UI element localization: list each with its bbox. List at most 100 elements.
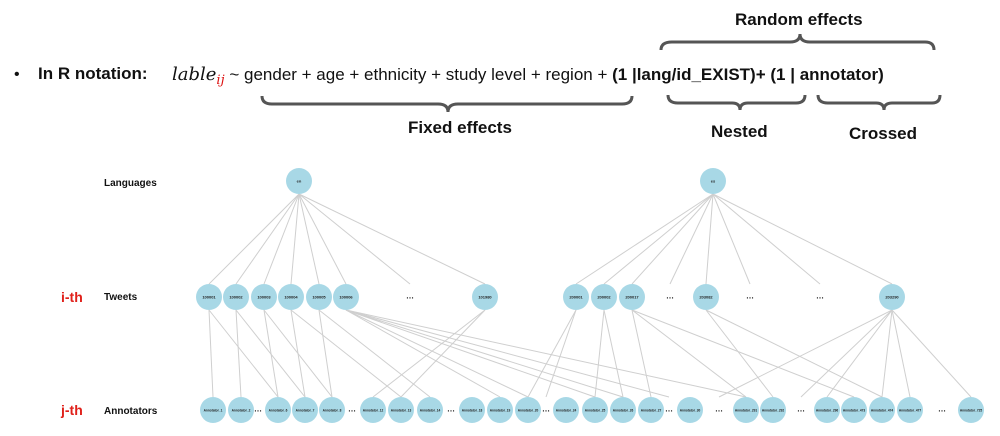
annotator-node-label: Annotator_14 bbox=[420, 409, 441, 413]
tweet-node-circle bbox=[693, 284, 719, 310]
tweet-node-label: 203290 bbox=[885, 295, 899, 300]
formula-crossed-term: (1 | annotator) bbox=[770, 65, 884, 84]
edge-tweet-annotator bbox=[891, 309, 972, 398]
annotator-ellipsis-label: … bbox=[715, 405, 723, 414]
tweet-node: 200017 bbox=[619, 284, 645, 310]
edge-language-tweet bbox=[603, 193, 714, 285]
annotator-node: Annotator_8 bbox=[319, 397, 345, 423]
crossed-label: Crossed bbox=[849, 124, 918, 143]
annotator-node: Annotator_296 bbox=[814, 397, 840, 423]
edge-language-tweet bbox=[712, 193, 893, 285]
formula: lableij ~ gender + age + ethnicity + stu… bbox=[172, 64, 884, 88]
tweet-node: 100003 bbox=[251, 284, 277, 310]
annotator-node: Annotator_291 bbox=[733, 397, 759, 423]
annotator-node-circle bbox=[610, 397, 636, 423]
annotator-ellipsis-label: … bbox=[254, 405, 262, 414]
edge-language-tweet bbox=[631, 193, 714, 285]
annotator-node: Annotator_292 bbox=[760, 397, 786, 423]
annotator-ellipsis: … bbox=[665, 405, 673, 414]
tweet-node-label: 200002 bbox=[597, 295, 611, 300]
annotator-node-label: Annotator_20 bbox=[518, 409, 539, 413]
random-effects-brace bbox=[659, 33, 936, 51]
nested-brace bbox=[666, 94, 807, 111]
tweet-node-circle bbox=[591, 284, 617, 310]
annotator-node-label: Annotator_477 bbox=[899, 409, 922, 413]
edge-tweet-annotator bbox=[263, 309, 279, 398]
annotator-node-circle bbox=[814, 397, 840, 423]
edge-tweet-annotator bbox=[345, 309, 624, 398]
annotator-node: Annotator_473 bbox=[841, 397, 867, 423]
annotator-node-label: Annotator_12 bbox=[363, 409, 384, 413]
annotator-node: Annotator_18 bbox=[459, 397, 485, 423]
edge-tweet-annotator bbox=[318, 309, 333, 398]
tweet-ellipsis: … bbox=[816, 292, 824, 301]
tweet-node-circle bbox=[196, 284, 222, 310]
fixed-effects-label: Fixed effects bbox=[408, 118, 512, 137]
annotator-node-label: Annotator_13 bbox=[391, 409, 412, 413]
annotator-node-label: Annotator_27 bbox=[641, 409, 662, 413]
annotator-ellipsis-label: … bbox=[938, 405, 946, 414]
tweet-node-label: 100004 bbox=[284, 295, 298, 300]
annotator-node-circle bbox=[459, 397, 485, 423]
annotator-node-label: Annotator_18 bbox=[462, 409, 483, 413]
language-node-circle bbox=[286, 168, 312, 194]
edge-tweet-annotator bbox=[290, 309, 306, 398]
annotator-node-circle bbox=[677, 397, 703, 423]
edge-tweet-annotator bbox=[718, 309, 893, 398]
annotator-node-label: Annotator_2 bbox=[232, 409, 251, 413]
edge-tweet-annotator bbox=[594, 309, 605, 398]
annotator-node: Annotator_25 bbox=[582, 397, 608, 423]
annotator-node-circle bbox=[553, 397, 579, 423]
annotator-node-circle bbox=[417, 397, 443, 423]
row-index-j: j-th bbox=[61, 402, 83, 418]
edge-tweet-annotator bbox=[705, 309, 774, 398]
annotator-node-label: Annotator_6 bbox=[269, 409, 288, 413]
crossed-brace bbox=[816, 94, 942, 111]
annotator-node-circle bbox=[869, 397, 895, 423]
edge-tweet-annotator bbox=[345, 309, 596, 398]
edge-language-tweet bbox=[298, 193, 320, 285]
row-label-tweets: Tweets bbox=[104, 292, 138, 303]
annotator-node-label: Annotator_26 bbox=[613, 409, 634, 413]
annotator-node-circle bbox=[388, 397, 414, 423]
formula-tilde: ~ bbox=[224, 65, 244, 84]
annotator-node-label: Annotator_296 bbox=[816, 409, 839, 413]
tweet-node: 100004 bbox=[278, 284, 304, 310]
edge-tweet-annotator bbox=[318, 309, 431, 398]
annotator-node: Annotator_24 bbox=[553, 397, 579, 423]
annotator-node: Annotator_477 bbox=[897, 397, 923, 423]
edge-language-tweet bbox=[669, 193, 714, 285]
edge-tweet-annotator bbox=[400, 309, 486, 398]
tweet-node: 100006 bbox=[333, 284, 359, 310]
annotator-ellipsis-label: … bbox=[447, 405, 455, 414]
tweet-node-label: 100002 bbox=[229, 295, 243, 300]
edge-tweet-annotator bbox=[881, 309, 893, 398]
annotator-node: Annotator_27 bbox=[638, 397, 664, 423]
tweet-node-circle bbox=[563, 284, 589, 310]
edge-tweet-annotator bbox=[800, 309, 893, 398]
annotator-node-circle bbox=[200, 397, 226, 423]
edge-language-tweet bbox=[263, 193, 300, 285]
row-label-annotators: Annotators bbox=[104, 406, 158, 417]
edge-language-tweet bbox=[575, 193, 714, 285]
edge-language-tweet bbox=[290, 193, 300, 285]
edge-language-tweet bbox=[712, 193, 821, 285]
edge-language-tweet bbox=[235, 193, 300, 285]
formula-nested-term: (1 |lang/id_EXIST) bbox=[612, 65, 756, 84]
edge-tweet-annotator bbox=[545, 309, 577, 398]
annotator-node-circle bbox=[733, 397, 759, 423]
annotator-node-label: Annotator_1 bbox=[204, 409, 223, 413]
fixed-effects-brace bbox=[260, 95, 634, 113]
edge-tweet-annotator bbox=[891, 309, 911, 398]
annotator-node-circle bbox=[638, 397, 664, 423]
annotator-node: Annotator_12 bbox=[360, 397, 386, 423]
annotator-node-label: Annotator_25 bbox=[585, 409, 606, 413]
annotator-ellipsis-label: … bbox=[797, 405, 805, 414]
annotator-ellipsis: … bbox=[348, 405, 356, 414]
tweet-ellipsis-label: … bbox=[406, 292, 414, 301]
edge-tweet-annotator bbox=[345, 309, 670, 398]
annotator-ellipsis: … bbox=[447, 405, 455, 414]
annotator-node-circle bbox=[319, 397, 345, 423]
annotator-node-label: Annotator_19 bbox=[490, 409, 511, 413]
